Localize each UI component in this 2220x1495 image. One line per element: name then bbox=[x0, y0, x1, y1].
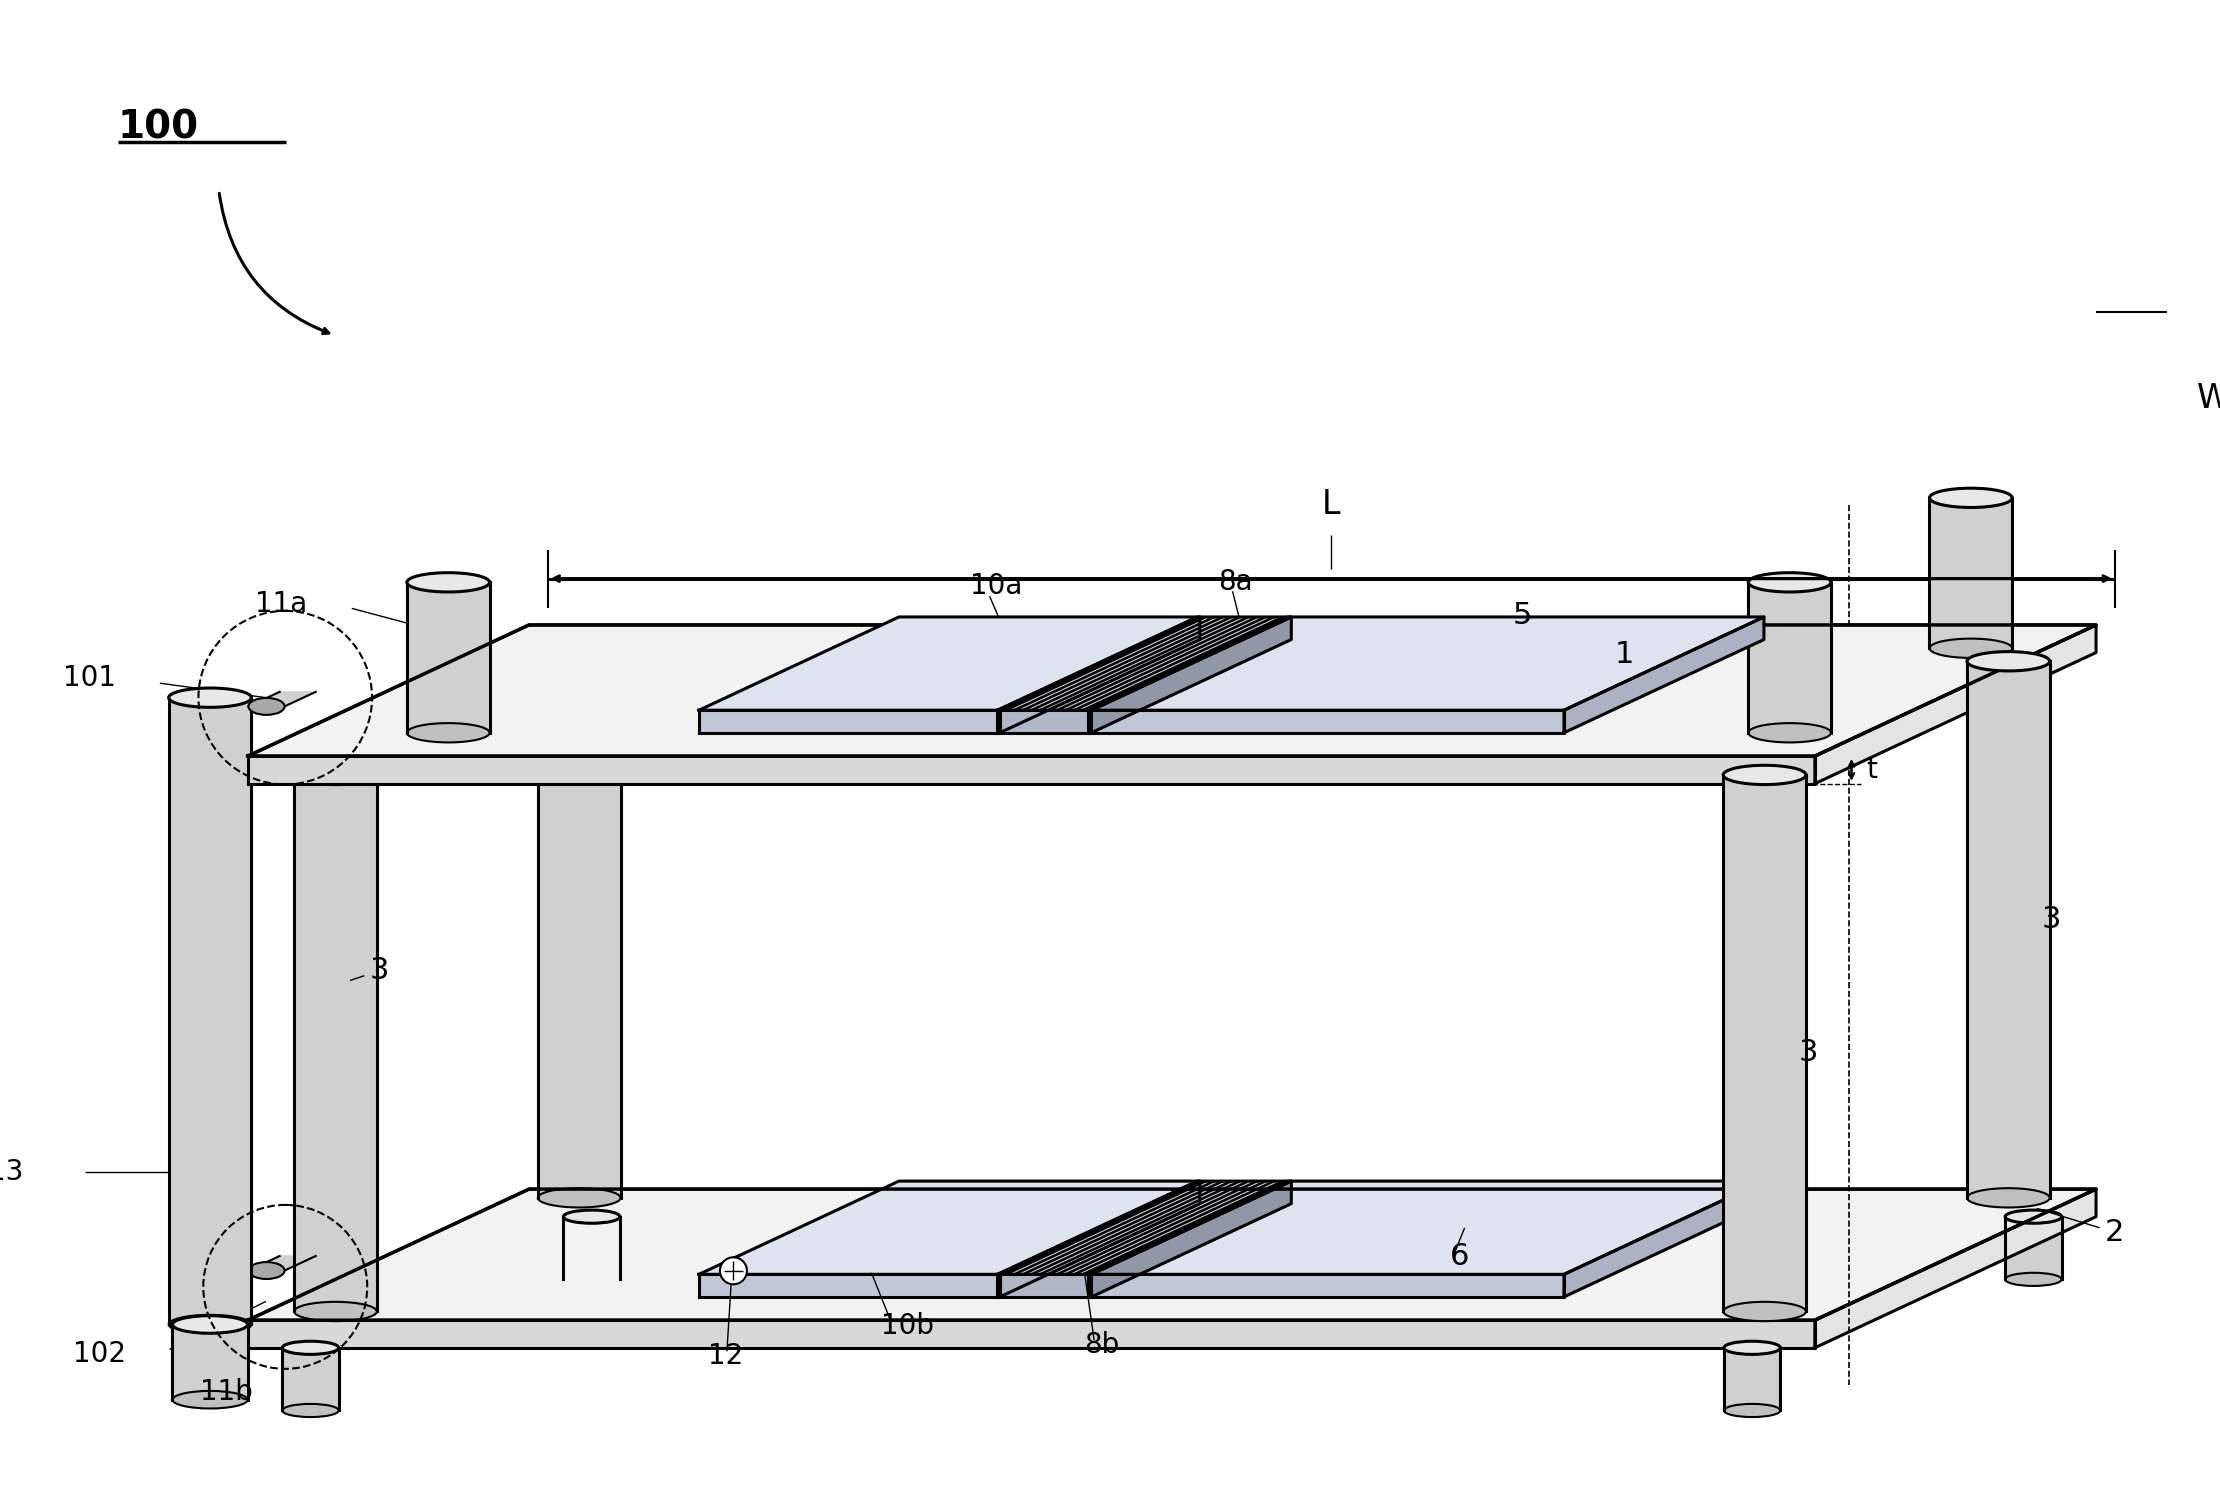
Text: 8a: 8a bbox=[1219, 568, 1252, 595]
Text: 101: 101 bbox=[64, 664, 115, 692]
Ellipse shape bbox=[1725, 1341, 1780, 1354]
Polygon shape bbox=[173, 1325, 249, 1399]
Ellipse shape bbox=[1747, 573, 1832, 592]
Ellipse shape bbox=[1929, 489, 2011, 507]
Text: 13: 13 bbox=[0, 1157, 24, 1186]
Ellipse shape bbox=[537, 652, 622, 671]
Polygon shape bbox=[1092, 1181, 1292, 1296]
Polygon shape bbox=[537, 661, 622, 1197]
Text: 10a: 10a bbox=[970, 573, 1023, 601]
Polygon shape bbox=[249, 1189, 2096, 1320]
Ellipse shape bbox=[293, 765, 377, 785]
Ellipse shape bbox=[249, 1262, 284, 1280]
Polygon shape bbox=[699, 710, 999, 733]
Polygon shape bbox=[2005, 1217, 2062, 1280]
Polygon shape bbox=[1088, 617, 1765, 710]
Ellipse shape bbox=[282, 1341, 340, 1354]
Text: 3: 3 bbox=[369, 957, 388, 985]
Text: 12: 12 bbox=[708, 1343, 744, 1369]
Ellipse shape bbox=[1723, 765, 1807, 785]
Polygon shape bbox=[1088, 710, 1563, 733]
Ellipse shape bbox=[173, 1316, 249, 1334]
Polygon shape bbox=[282, 1348, 340, 1410]
Text: t: t bbox=[1867, 756, 1876, 783]
Text: 11a: 11a bbox=[255, 589, 309, 617]
Polygon shape bbox=[1929, 498, 2011, 649]
Text: 3: 3 bbox=[2042, 906, 2062, 934]
Polygon shape bbox=[997, 710, 1092, 733]
Ellipse shape bbox=[1967, 1189, 2049, 1208]
Polygon shape bbox=[699, 1181, 1199, 1274]
Polygon shape bbox=[1723, 774, 1807, 1311]
Text: L: L bbox=[1323, 487, 1341, 520]
Text: 6: 6 bbox=[1450, 1242, 1470, 1271]
Polygon shape bbox=[249, 1320, 1814, 1348]
Polygon shape bbox=[249, 1256, 315, 1271]
Text: 3: 3 bbox=[1798, 1039, 1818, 1067]
Text: 2: 2 bbox=[2105, 1218, 2125, 1247]
Polygon shape bbox=[249, 692, 315, 707]
Ellipse shape bbox=[1725, 1404, 1780, 1417]
Text: 100: 100 bbox=[118, 109, 200, 147]
Ellipse shape bbox=[169, 688, 251, 707]
Polygon shape bbox=[169, 698, 251, 1325]
Ellipse shape bbox=[406, 724, 491, 743]
Text: 8b: 8b bbox=[1086, 1331, 1119, 1359]
Ellipse shape bbox=[1929, 638, 2011, 658]
Ellipse shape bbox=[537, 1189, 622, 1208]
Polygon shape bbox=[1563, 1181, 1765, 1296]
Text: 5: 5 bbox=[1512, 601, 1532, 629]
Ellipse shape bbox=[2005, 1272, 2062, 1286]
Polygon shape bbox=[999, 1181, 1199, 1296]
Ellipse shape bbox=[406, 573, 491, 592]
Polygon shape bbox=[406, 583, 491, 733]
Polygon shape bbox=[564, 1217, 619, 1280]
Ellipse shape bbox=[564, 1209, 619, 1223]
Polygon shape bbox=[1088, 1181, 1765, 1274]
Polygon shape bbox=[1725, 1348, 1780, 1410]
Polygon shape bbox=[997, 1274, 1092, 1296]
Polygon shape bbox=[999, 617, 1199, 733]
Polygon shape bbox=[1967, 661, 2049, 1197]
Ellipse shape bbox=[249, 698, 284, 715]
Polygon shape bbox=[1088, 1274, 1563, 1296]
Polygon shape bbox=[997, 617, 1292, 710]
Ellipse shape bbox=[1723, 1302, 1807, 1322]
Ellipse shape bbox=[564, 1272, 619, 1286]
Polygon shape bbox=[699, 617, 1199, 710]
Polygon shape bbox=[1814, 1189, 2096, 1348]
Ellipse shape bbox=[1967, 652, 2049, 671]
Ellipse shape bbox=[2005, 1209, 2062, 1223]
Polygon shape bbox=[1563, 617, 1765, 733]
Polygon shape bbox=[249, 756, 1814, 783]
Text: W: W bbox=[2198, 381, 2220, 414]
Ellipse shape bbox=[1747, 724, 1832, 743]
Polygon shape bbox=[1747, 583, 1832, 733]
Polygon shape bbox=[249, 625, 2096, 756]
Ellipse shape bbox=[282, 1404, 340, 1417]
Polygon shape bbox=[1814, 625, 2096, 783]
Ellipse shape bbox=[173, 1390, 249, 1408]
Ellipse shape bbox=[293, 1302, 377, 1322]
Polygon shape bbox=[997, 1181, 1292, 1274]
Ellipse shape bbox=[169, 1314, 251, 1334]
Circle shape bbox=[719, 1257, 746, 1284]
Polygon shape bbox=[293, 774, 377, 1311]
Text: 102: 102 bbox=[73, 1341, 127, 1368]
Text: 11b: 11b bbox=[200, 1378, 253, 1405]
Polygon shape bbox=[1092, 617, 1292, 733]
Polygon shape bbox=[699, 1274, 999, 1296]
Text: 1: 1 bbox=[1614, 640, 1634, 668]
Text: 10b: 10b bbox=[881, 1311, 935, 1340]
